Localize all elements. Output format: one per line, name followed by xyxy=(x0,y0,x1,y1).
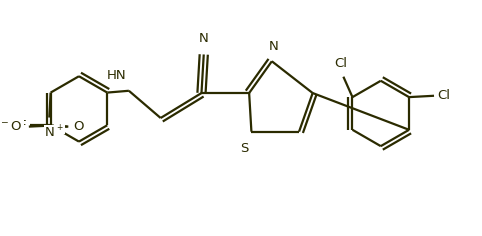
Text: Cl: Cl xyxy=(438,89,451,102)
Text: N: N xyxy=(199,32,209,45)
Text: N: N xyxy=(268,40,278,53)
Text: HN: HN xyxy=(107,69,127,82)
Text: Cl: Cl xyxy=(335,57,348,70)
Text: N: N xyxy=(44,126,54,139)
Text: F: F xyxy=(19,119,27,132)
Text: $^-$O: $^-$O xyxy=(0,120,23,133)
Text: $^+$: $^+$ xyxy=(55,123,64,133)
Text: O: O xyxy=(73,120,84,133)
Text: S: S xyxy=(241,142,249,155)
